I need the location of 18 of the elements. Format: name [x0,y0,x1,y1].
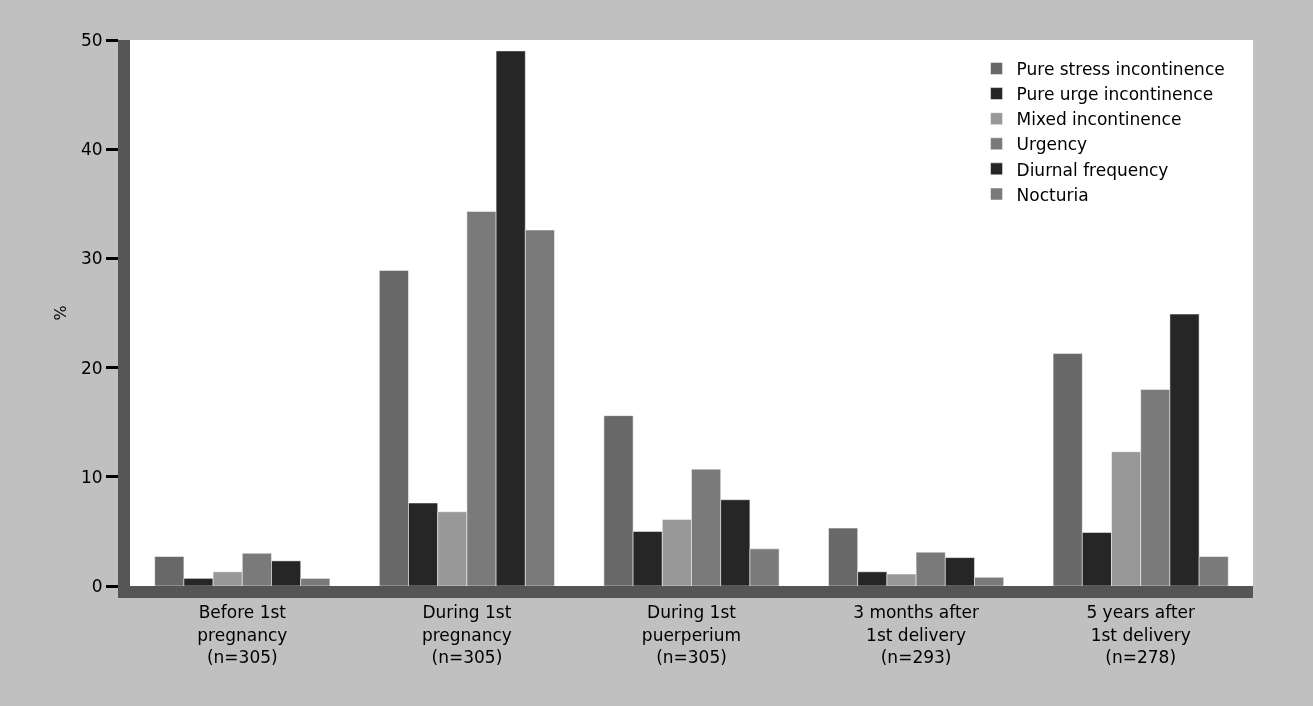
x-tick-label: Before 1st pregnancy (n=305) [197,602,288,667]
y-tick-label: 50 [80,29,103,50]
y-tick-label: 0 [91,575,103,596]
y-axis-title: % [51,305,71,321]
legend-label: Pure urge incontinence [1016,84,1214,105]
x-tick-label: During 1st puerperium (n=305) [641,602,742,667]
y-tick-label: 10 [80,466,103,487]
legend-label: Mixed incontinence [1016,109,1182,130]
legend-label: Diurnal frequency [1016,159,1169,180]
y-tick-label: 40 [80,139,103,160]
legend-label: Nocturia [1016,184,1089,205]
y-tick-label: 20 [80,357,103,378]
y-tick-label: 30 [80,248,103,269]
x-tick-label: During 1st pregnancy (n=305) [421,602,512,667]
legend-label: Urgency [1016,134,1088,155]
legend-label: Pure stress incontinence [1016,59,1225,80]
x-tick-label: 5 years after 1st delivery (n=278) [1086,602,1196,667]
x-tick-label: 3 months after 1st delivery (n=293) [853,602,980,667]
